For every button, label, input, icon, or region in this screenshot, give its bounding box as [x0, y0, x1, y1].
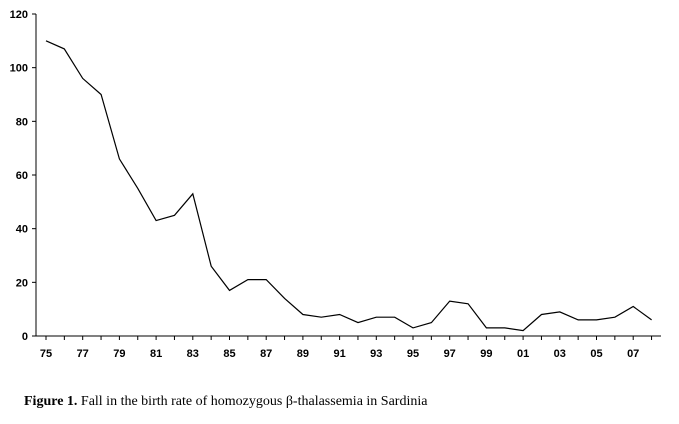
y-axis-ticks: 0 20 40 60 80 100 120 — [10, 9, 36, 343]
x-tick-label: 85 — [223, 348, 235, 360]
figure-caption: Figure 1. Fall in the birth rate of homo… — [24, 394, 427, 410]
x-tick-label: 01 — [517, 348, 529, 360]
y-tick-label: 100 — [10, 63, 28, 75]
series-line — [45, 40, 652, 332]
caption-text: Fall in the birth rate of homozygous β-t… — [77, 394, 428, 409]
x-tick-label: 07 — [627, 348, 639, 360]
x-tick-label: 81 — [150, 348, 162, 360]
x-tick-label: 91 — [333, 348, 345, 360]
x-tick-label: 87 — [260, 348, 272, 360]
y-tick-label: 20 — [16, 277, 28, 289]
y-tick-label: 60 — [16, 170, 28, 182]
x-tick-label: 05 — [590, 348, 602, 360]
y-tick-label: 120 — [10, 9, 28, 21]
x-tick-label: 77 — [77, 348, 89, 360]
line-chart: 0 20 40 60 80 100 120 75 77 79 81 83 85 87 89 91 93 95 97… — [10, 9, 661, 360]
x-tick-label: 95 — [407, 348, 419, 360]
x-tick-label: 83 — [187, 348, 199, 360]
x-tick-label: 93 — [370, 348, 382, 360]
x-tick-label: 03 — [554, 348, 566, 360]
y-tick-label: 0 — [22, 331, 28, 343]
y-tick-label: 40 — [16, 224, 28, 236]
caption-label: Figure 1. — [24, 394, 78, 409]
x-tick-label: 89 — [297, 348, 309, 360]
y-tick-label: 80 — [16, 116, 28, 128]
x-tick-label: 79 — [113, 348, 125, 360]
x-tick-label: 75 — [40, 348, 52, 360]
x-tick-label: 99 — [480, 348, 492, 360]
x-tick-label: 97 — [444, 348, 456, 360]
x-axis-ticks: 75 77 79 81 83 85 87 89 91 93 95 97 99 01 03 05 07 — [40, 336, 653, 360]
